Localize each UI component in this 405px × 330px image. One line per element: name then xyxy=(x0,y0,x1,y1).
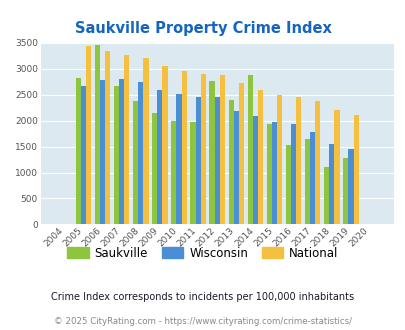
Bar xyxy=(353,115,358,224)
Text: Crime Index corresponds to incidents per 100,000 inhabitants: Crime Index corresponds to incidents per… xyxy=(51,292,354,302)
Bar xyxy=(304,139,309,224)
Bar xyxy=(238,83,243,224)
Bar xyxy=(138,82,143,224)
Bar xyxy=(271,122,277,224)
Bar xyxy=(105,51,110,224)
Bar xyxy=(277,95,281,224)
Bar xyxy=(81,86,86,224)
Bar xyxy=(157,89,162,224)
Bar xyxy=(266,124,271,224)
Bar xyxy=(342,157,347,224)
Bar xyxy=(228,100,233,224)
Bar xyxy=(200,74,205,224)
Bar xyxy=(133,102,138,224)
Bar xyxy=(190,122,195,224)
Bar xyxy=(95,46,100,224)
Bar xyxy=(124,55,129,224)
Bar xyxy=(209,81,214,224)
Bar xyxy=(257,89,262,224)
Bar xyxy=(214,97,219,224)
Bar xyxy=(176,94,181,224)
Bar xyxy=(233,111,238,224)
Bar xyxy=(171,121,176,224)
Legend: Saukville, Wisconsin, National: Saukville, Wisconsin, National xyxy=(67,247,338,260)
Bar xyxy=(152,113,157,224)
Bar xyxy=(323,167,328,224)
Bar xyxy=(328,144,334,224)
Bar xyxy=(162,66,167,224)
Bar xyxy=(219,75,224,224)
Bar xyxy=(247,75,252,224)
Text: © 2025 CityRating.com - https://www.cityrating.com/crime-statistics/: © 2025 CityRating.com - https://www.city… xyxy=(54,317,351,326)
Bar xyxy=(181,71,186,224)
Text: Saukville Property Crime Index: Saukville Property Crime Index xyxy=(75,21,330,36)
Bar xyxy=(86,46,91,224)
Bar xyxy=(100,80,105,224)
Bar xyxy=(309,132,315,224)
Bar xyxy=(285,145,290,224)
Bar xyxy=(315,101,320,224)
Bar xyxy=(76,78,81,224)
Bar xyxy=(195,97,200,224)
Bar xyxy=(347,149,353,224)
Bar xyxy=(252,116,257,224)
Bar xyxy=(334,110,339,224)
Bar xyxy=(296,97,301,224)
Bar xyxy=(143,58,148,224)
Bar xyxy=(290,124,296,224)
Bar xyxy=(119,79,124,224)
Bar xyxy=(114,86,119,224)
